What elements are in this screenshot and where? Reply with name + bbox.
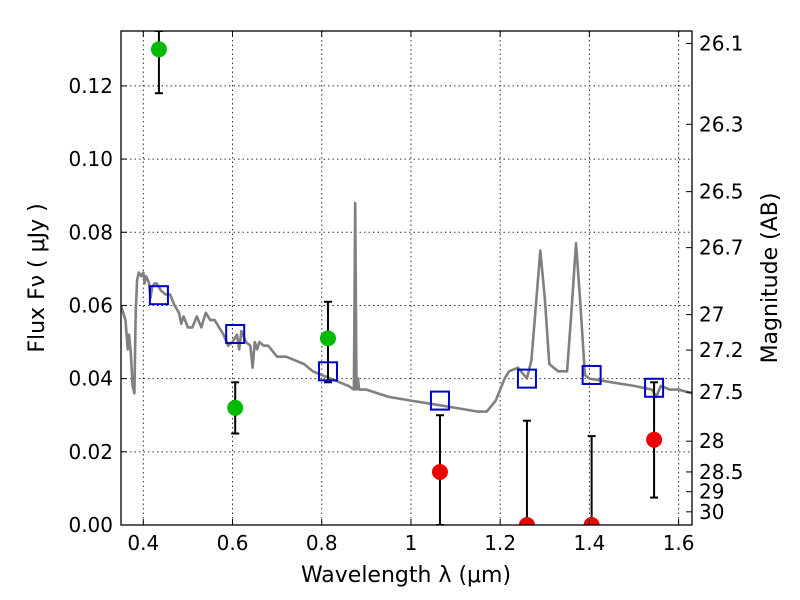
x-tick-label: 0.8 [306,531,338,555]
y-tick-label: 0.04 [68,367,113,391]
detection-point [150,41,167,58]
detection-point [227,399,244,416]
non-detection-point [431,463,448,480]
y-tick-label: 0.12 [68,74,113,98]
x-tick-label: 1 [405,531,418,555]
grid-lines [121,31,692,526]
right-axis-label: Magnitude (AB) [758,193,783,364]
non-detection-point [646,431,663,448]
right-tick-label: 28 [699,429,724,453]
error-bars [154,31,659,525]
right-tick-label: 27.5 [699,380,744,404]
y-tick-label: 0.10 [68,147,113,171]
x-tick-label: 0.6 [217,531,249,555]
data-markers [148,41,665,525]
model-photometry-marker [516,368,537,389]
model-photometry-marker [148,285,169,306]
x-axis-label: Wavelength λ (μm) [301,563,511,588]
plot-frame [120,30,693,526]
right-tick-label: 26.3 [699,112,744,136]
y-tick-label: 0.02 [68,440,113,464]
non-detection-point [583,517,600,525]
model-photometry-marker [429,390,450,411]
right-tick-label: 30 [699,500,724,524]
right-tick-label: 29 [699,480,724,504]
y-axis-label: Flux Fν ( μJy ) [25,203,50,352]
x-tick-label: 1.2 [484,531,516,555]
right-tick-label: 26.5 [699,180,744,204]
right-tick-label: 26.1 [699,31,744,55]
x-tick-label: 1.6 [663,531,695,555]
x-tick-label: 0.4 [127,531,159,555]
model-spectrum [121,201,692,413]
y-tick-label: 0.00 [68,513,113,537]
model-photometry-marker [644,377,665,398]
right-tick-label: 27.2 [699,338,744,362]
right-tick-label: 28.5 [699,460,744,484]
spectrum-line [121,201,692,413]
model-photometry-marker [317,361,338,382]
y-tick-label: 0.06 [68,293,113,317]
axis-ticks: 0.4 0.6 0.8 1 1.2 1.4 1.6 0.00 0.02 0.04 0.06 0.08 0… [68,31,744,555]
non-detection-point [518,517,535,525]
x-tick-label: 1.4 [573,531,605,555]
detection-point [319,330,336,347]
y-tick-label: 0.08 [68,220,113,244]
model-photometry-marker [225,323,246,344]
right-tick-label: 26.7 [699,236,744,260]
right-tick-label: 27 [699,303,724,327]
model-photometry-marker [581,364,602,385]
